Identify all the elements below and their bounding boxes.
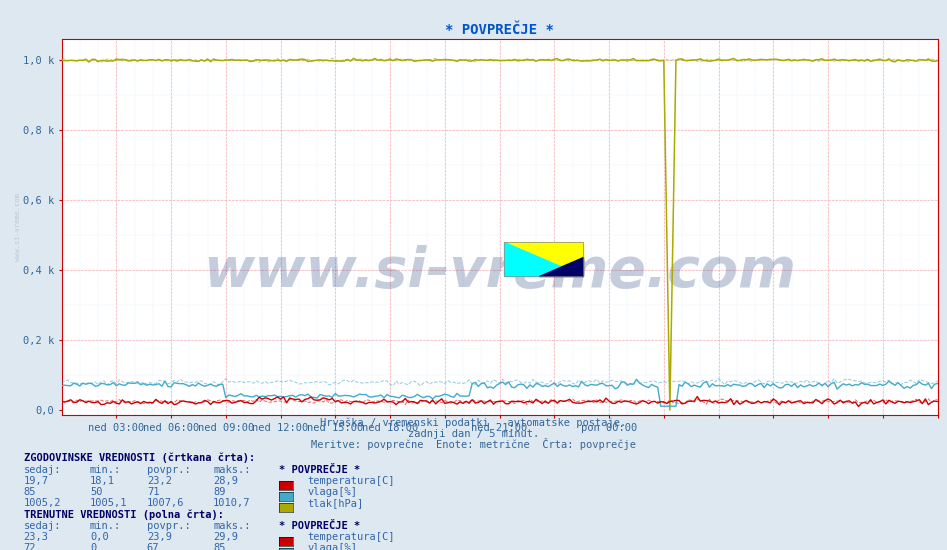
Text: 23,9: 23,9	[147, 532, 171, 542]
Text: 18,1: 18,1	[90, 476, 115, 486]
Text: Meritve: povprečne  Enote: metrične  Črta: povprečje: Meritve: povprečne Enote: metrične Črta:…	[311, 438, 636, 450]
Text: povpr.:: povpr.:	[147, 465, 190, 475]
Text: sedaj:: sedaj:	[24, 521, 62, 531]
Text: 71: 71	[147, 487, 159, 497]
Text: 29,9: 29,9	[213, 532, 238, 542]
Text: vlaga[%]: vlaga[%]	[308, 543, 358, 550]
Bar	[504, 242, 582, 276]
Text: ZGODOVINSKE VREDNOSTI (črtkana črta):: ZGODOVINSKE VREDNOSTI (črtkana črta):	[24, 453, 255, 463]
Text: temperatura[C]: temperatura[C]	[308, 476, 395, 486]
Text: * POVPREČJE *: * POVPREČJE *	[279, 521, 361, 531]
Text: * POVPREČJE *: * POVPREČJE *	[279, 465, 361, 475]
Text: 1007,6: 1007,6	[147, 498, 185, 508]
Text: 89: 89	[213, 487, 225, 497]
Text: 0,0: 0,0	[90, 532, 109, 542]
Polygon shape	[504, 242, 582, 276]
Text: 50: 50	[90, 487, 102, 497]
Polygon shape	[504, 242, 582, 276]
Text: 72: 72	[24, 543, 36, 550]
Text: TRENUTNE VREDNOSTI (polna črta):: TRENUTNE VREDNOSTI (polna črta):	[24, 510, 223, 520]
Text: 1005,1: 1005,1	[90, 498, 128, 508]
Text: 85: 85	[24, 487, 36, 497]
Text: 85: 85	[213, 543, 225, 550]
Text: 1005,2: 1005,2	[24, 498, 62, 508]
Text: 23,2: 23,2	[147, 476, 171, 486]
Text: min.:: min.:	[90, 465, 121, 475]
Text: 1010,7: 1010,7	[213, 498, 251, 508]
Polygon shape	[540, 257, 582, 276]
Text: maks.:: maks.:	[213, 465, 251, 475]
Text: 0: 0	[90, 543, 97, 550]
Text: www.si-vreme.com: www.si-vreme.com	[203, 245, 796, 299]
Text: 19,7: 19,7	[24, 476, 48, 486]
Title: * POVPREČJE *: * POVPREČJE *	[445, 23, 554, 37]
Text: www.si-vreme.com: www.si-vreme.com	[15, 193, 21, 261]
Text: 28,9: 28,9	[213, 476, 238, 486]
Text: povpr.:: povpr.:	[147, 521, 190, 531]
Text: vlaga[%]: vlaga[%]	[308, 487, 358, 497]
Text: temperatura[C]: temperatura[C]	[308, 532, 395, 542]
Text: zadnji dan / 5 minut.: zadnji dan / 5 minut.	[408, 429, 539, 439]
Text: sedaj:: sedaj:	[24, 465, 62, 475]
Text: tlak[hPa]: tlak[hPa]	[308, 498, 364, 508]
Text: 67: 67	[147, 543, 159, 550]
Text: min.:: min.:	[90, 521, 121, 531]
Text: Hrvaška / vremenski podatki - avtomatske postaje.: Hrvaška / vremenski podatki - avtomatske…	[320, 418, 627, 428]
Text: maks.:: maks.:	[213, 521, 251, 531]
Text: 23,3: 23,3	[24, 532, 48, 542]
